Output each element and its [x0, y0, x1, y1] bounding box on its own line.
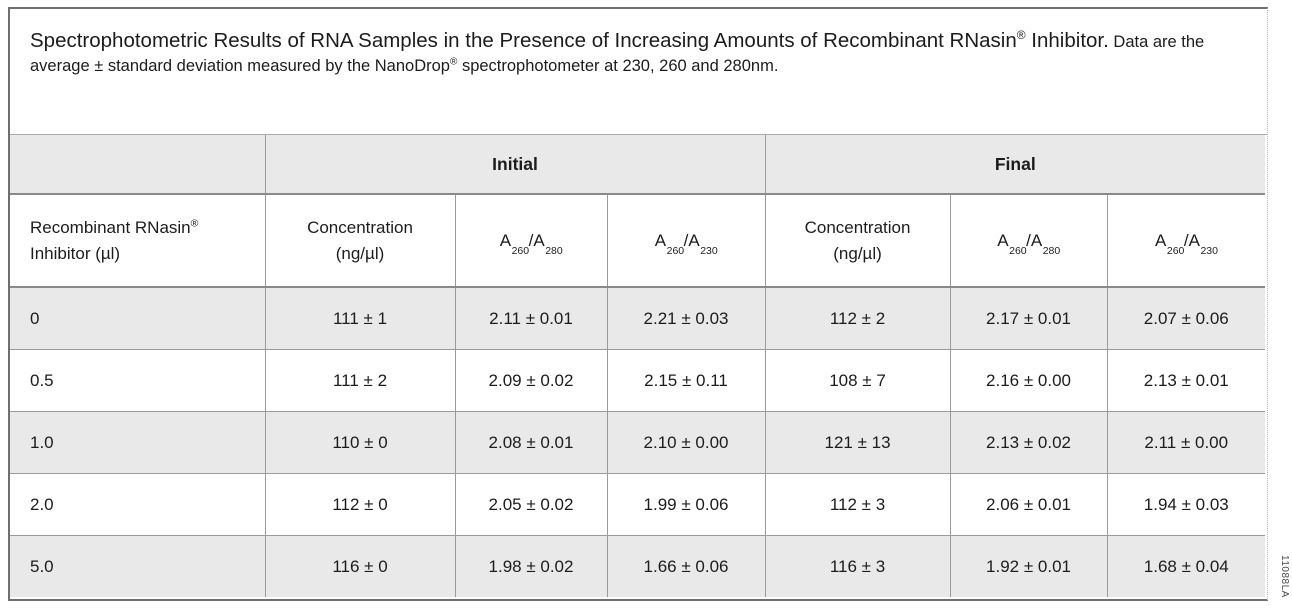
cell-final-a260-a230: 2.11 ± 0.00 — [1106, 411, 1266, 474]
blank-corner-cell — [10, 135, 266, 195]
cell-final-concentration: 116 ± 3 — [764, 535, 951, 597]
cell-final-a260-a280: 2.16 ± 0.00 — [949, 349, 1108, 412]
cell-initial-concentration: 112 ± 0 — [264, 473, 456, 536]
results-figure: Spectrophotometric Results of RNA Sample… — [8, 7, 1268, 601]
cell-initial-a260-a280: 2.11 ± 0.01 — [454, 286, 608, 350]
column-header-row: Recombinant RNasin® Inhibitor (µl) Concen… — [10, 193, 1266, 288]
cell-final-a260-a230: 2.13 ± 0.01 — [1106, 349, 1266, 412]
cell-initial-a260-a230: 2.15 ± 0.11 — [606, 349, 766, 412]
column-header-initial-a260-a280: A260/A280 — [454, 193, 608, 288]
registered-mark: ® — [190, 217, 199, 230]
cell-final-a260-a280: 2.17 ± 0.01 — [949, 286, 1108, 350]
cell-initial-a260-a230: 1.99 ± 0.06 — [606, 473, 766, 536]
table-row: 2.0 112 ± 0 2.05 ± 0.02 1.99 ± 0.06 112 … — [10, 473, 1266, 536]
registered-mark: ® — [449, 56, 458, 68]
column-header-final-a260-a230: A260/A230 — [1106, 193, 1266, 288]
cell-initial-a260-a280: 1.98 ± 0.02 — [454, 535, 608, 597]
cell-final-a260-a230: 1.94 ± 0.03 — [1106, 473, 1266, 536]
cell-initial-a260-a280: 2.09 ± 0.02 — [454, 349, 608, 412]
cell-inhibitor: 5.0 — [10, 535, 266, 597]
results-table: Initial Final Recombinant RNasin® Inhibit… — [10, 135, 1266, 597]
table-row: 5.0 116 ± 0 1.98 ± 0.02 1.66 ± 0.06 116 … — [10, 535, 1266, 597]
cell-final-a260-a280: 1.92 ± 0.01 — [949, 535, 1108, 597]
cell-final-concentration: 121 ± 13 — [764, 411, 951, 474]
table-row: 0 111 ± 1 2.11 ± 0.01 2.21 ± 0.03 112 ± … — [10, 286, 1266, 350]
cell-initial-concentration: 110 ± 0 — [264, 411, 456, 474]
column-header-inhibitor: Recombinant RNasin® Inhibitor (µl) — [10, 193, 266, 288]
cell-initial-a260-a230: 2.10 ± 0.00 — [606, 411, 766, 474]
table-row: 1.0 110 ± 0 2.08 ± 0.01 2.10 ± 0.00 121 … — [10, 411, 1266, 474]
group-header-final: Final — [764, 135, 1266, 195]
cell-initial-a260-a230: 2.21 ± 0.03 — [606, 286, 766, 350]
cell-final-concentration: 112 ± 2 — [764, 286, 951, 350]
figure-number-label: 11088LA — [1279, 555, 1290, 598]
title-note: Data are the average ± standard deviatio… — [30, 33, 1205, 76]
registered-mark: ® — [1016, 28, 1026, 43]
cell-inhibitor: 1.0 — [10, 411, 266, 474]
cell-final-a260-a230: 1.68 ± 0.04 — [1106, 535, 1266, 597]
cell-final-a260-a280: 2.06 ± 0.01 — [949, 473, 1108, 536]
cell-initial-a260-a280: 2.05 ± 0.02 — [454, 473, 608, 536]
column-header-final-a260-a280: A260/A280 — [949, 193, 1108, 288]
cell-final-a260-a230: 2.07 ± 0.06 — [1106, 286, 1266, 350]
table-row: 0.5 111 ± 2 2.09 ± 0.02 2.15 ± 0.11 108 … — [10, 349, 1266, 412]
cell-inhibitor: 2.0 — [10, 473, 266, 536]
cell-initial-concentration: 111 ± 1 — [264, 286, 456, 350]
column-header-final-concentration: Concentration (ng/µl) — [764, 193, 951, 288]
cell-inhibitor: 0 — [10, 286, 266, 350]
column-header-initial-a260-a230: A260/A230 — [606, 193, 766, 288]
cell-initial-concentration: 111 ± 2 — [264, 349, 456, 412]
cell-initial-a260-a280: 2.08 ± 0.01 — [454, 411, 608, 474]
cell-final-concentration: 112 ± 3 — [764, 473, 951, 536]
group-header-row: Initial Final — [10, 135, 1266, 195]
figure-title: Spectrophotometric Results of RNA Sample… — [10, 9, 1267, 135]
cell-initial-concentration: 116 ± 0 — [264, 535, 456, 597]
group-header-initial: Initial — [264, 135, 766, 195]
cell-final-concentration: 108 ± 7 — [764, 349, 951, 412]
cell-final-a260-a280: 2.13 ± 0.02 — [949, 411, 1108, 474]
cell-inhibitor: 0.5 — [10, 349, 266, 412]
column-header-initial-concentration: Concentration (ng/µl) — [264, 193, 456, 288]
title-main: Spectrophotometric Results of RNA Sample… — [30, 28, 1109, 52]
cell-initial-a260-a230: 1.66 ± 0.06 — [606, 535, 766, 597]
